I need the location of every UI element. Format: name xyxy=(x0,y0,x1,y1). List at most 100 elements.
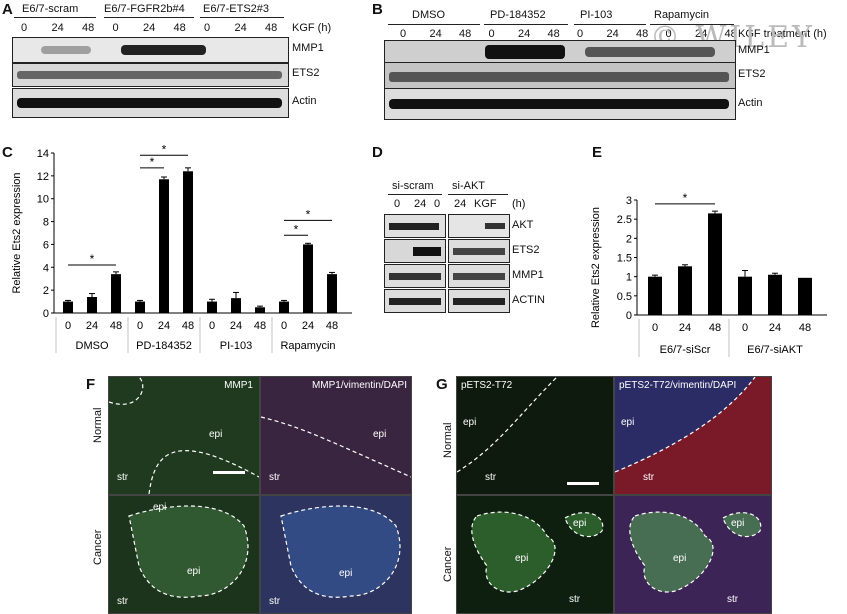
y-tick-label: 2 xyxy=(43,285,49,297)
group-underline xyxy=(200,17,284,18)
lane-label: 24 xyxy=(695,28,708,40)
blot-ets2-d1 xyxy=(384,239,446,263)
x-tick-label: 0 xyxy=(209,320,215,332)
x-tick-label: 0 xyxy=(281,320,287,332)
y-tick-label: 2.5 xyxy=(617,214,632,226)
micrograph-g-cancer-merge: epi epi str xyxy=(614,495,772,614)
group-label: Rapamycin xyxy=(280,340,335,352)
micrograph-f-normal-merge: MMP1/vimentin/DAPI epi str xyxy=(260,376,412,495)
row-label-actin-a: Actin xyxy=(292,95,317,107)
group-underline xyxy=(484,24,568,25)
y-tick-label: 3 xyxy=(626,195,632,207)
group-label-b4: Rapamycin xyxy=(654,9,710,21)
x-tick-label: 24 xyxy=(302,320,314,332)
micrograph-g-normal-merge: pETS2-T72/vimentin/DAPI epi str xyxy=(614,376,772,495)
y-tick-label: 0 xyxy=(43,308,49,320)
group-underline xyxy=(650,24,734,25)
bar xyxy=(159,179,169,313)
lane-label: 48 xyxy=(547,28,560,40)
significance-star: * xyxy=(294,222,299,236)
lane-label: 24 xyxy=(143,22,156,34)
x-tick-label: 24 xyxy=(679,322,691,334)
blot-actin-a xyxy=(12,88,289,118)
x-tick-label: 48 xyxy=(709,322,721,334)
lane-label: 0 xyxy=(204,22,211,34)
bar xyxy=(231,298,241,313)
significance-star: * xyxy=(683,191,688,205)
y-tick-label: 1.5 xyxy=(617,253,632,265)
group-label-b2: PD-184352 xyxy=(490,9,546,21)
blot-ets2-a xyxy=(12,63,289,87)
panel-label-a: A xyxy=(2,1,13,18)
bar xyxy=(678,266,692,315)
lane-label: 48 xyxy=(724,28,737,40)
lane-label: 0 xyxy=(400,28,407,40)
row-label-akt: AKT xyxy=(512,219,534,231)
lane-label: 24 xyxy=(414,198,427,210)
group-label-b3: PI-103 xyxy=(580,9,613,21)
group-label-d2: si-AKT xyxy=(452,180,485,192)
micrograph-g-cancer-pets2: epi epi str xyxy=(456,495,614,614)
y-tick-label: 8 xyxy=(43,217,49,229)
row-label-actin-d: ACTIN xyxy=(512,294,545,306)
bar xyxy=(798,277,812,315)
blot-akt-d2 xyxy=(448,214,510,238)
lane-label: 0 xyxy=(434,198,441,210)
blot-actin-b xyxy=(384,88,736,120)
lane-label: 48 xyxy=(636,28,649,40)
chart-e: 0 0.5 1 1.5 2 2.5 3 Relative Ets2 expression 0 24… xyxy=(590,191,827,357)
x-tick-label: 48 xyxy=(254,320,266,332)
bar xyxy=(768,274,782,315)
group-label: E6/7-siAKT xyxy=(747,344,803,356)
y-axis-label: Relative Ets2 expression xyxy=(11,172,23,293)
y-tick-label: 2 xyxy=(626,233,632,245)
lane-label: 24 xyxy=(234,22,247,34)
blot-actin-d2 xyxy=(448,289,510,313)
lane-label: 48 xyxy=(265,22,278,34)
lane-title-b: KGF treatment (h) xyxy=(738,28,827,40)
x-tick-label: 24 xyxy=(769,322,781,334)
group-label: DMSO xyxy=(76,340,109,352)
bar xyxy=(135,301,145,313)
significance-star: * xyxy=(162,145,167,156)
y-tick-label: 4 xyxy=(43,262,49,274)
lane-title-a: KGF (h) xyxy=(292,22,332,34)
micrograph-f-cancer-merge: epi str xyxy=(260,495,412,614)
lane-label: 0 xyxy=(665,28,672,40)
significance-star: * xyxy=(306,207,311,221)
lane-label: 48 xyxy=(173,22,186,34)
micrograph-g-normal-pets2: pETS2-T72 epi str xyxy=(456,376,614,495)
row-label-mmp1-a: MMP1 xyxy=(292,42,324,54)
lane-label: 0 xyxy=(488,28,495,40)
x-tick-label: 48 xyxy=(326,320,338,332)
bar xyxy=(708,213,722,315)
lane-label: 48 xyxy=(82,22,95,34)
panel-label-d: D xyxy=(372,144,383,161)
significance-star: * xyxy=(90,252,95,266)
lane-label: 48 xyxy=(459,28,472,40)
row-label-ets2-b: ETS2 xyxy=(738,68,766,80)
x-tick-label: 0 xyxy=(652,322,658,334)
group-underline xyxy=(14,17,96,18)
group-underline xyxy=(104,17,194,18)
bar xyxy=(303,244,313,313)
y-tick-label: 10 xyxy=(37,194,49,206)
x-tick-label: 0 xyxy=(742,322,748,334)
group-label: PD-184352 xyxy=(136,340,192,352)
group-underline xyxy=(574,24,646,25)
x-tick-label: 0 xyxy=(65,320,71,332)
x-tick-label: 0 xyxy=(137,320,143,332)
bar xyxy=(327,274,337,313)
y-tick-label: 0.5 xyxy=(617,291,632,303)
x-tick-label: 48 xyxy=(799,322,811,334)
row-label-actin-b: Actin xyxy=(738,97,763,109)
lane-label: 0 xyxy=(21,22,28,34)
lane-label: 24 xyxy=(606,28,619,40)
group-underline xyxy=(388,194,442,195)
significance-star: * xyxy=(150,155,155,169)
blot-mmp1-d1 xyxy=(384,264,446,288)
x-tick-label: 48 xyxy=(110,320,122,332)
x-tick-label: 48 xyxy=(182,320,194,332)
panel-label-g: G xyxy=(436,376,448,393)
x-tick-label: 24 xyxy=(86,320,98,332)
